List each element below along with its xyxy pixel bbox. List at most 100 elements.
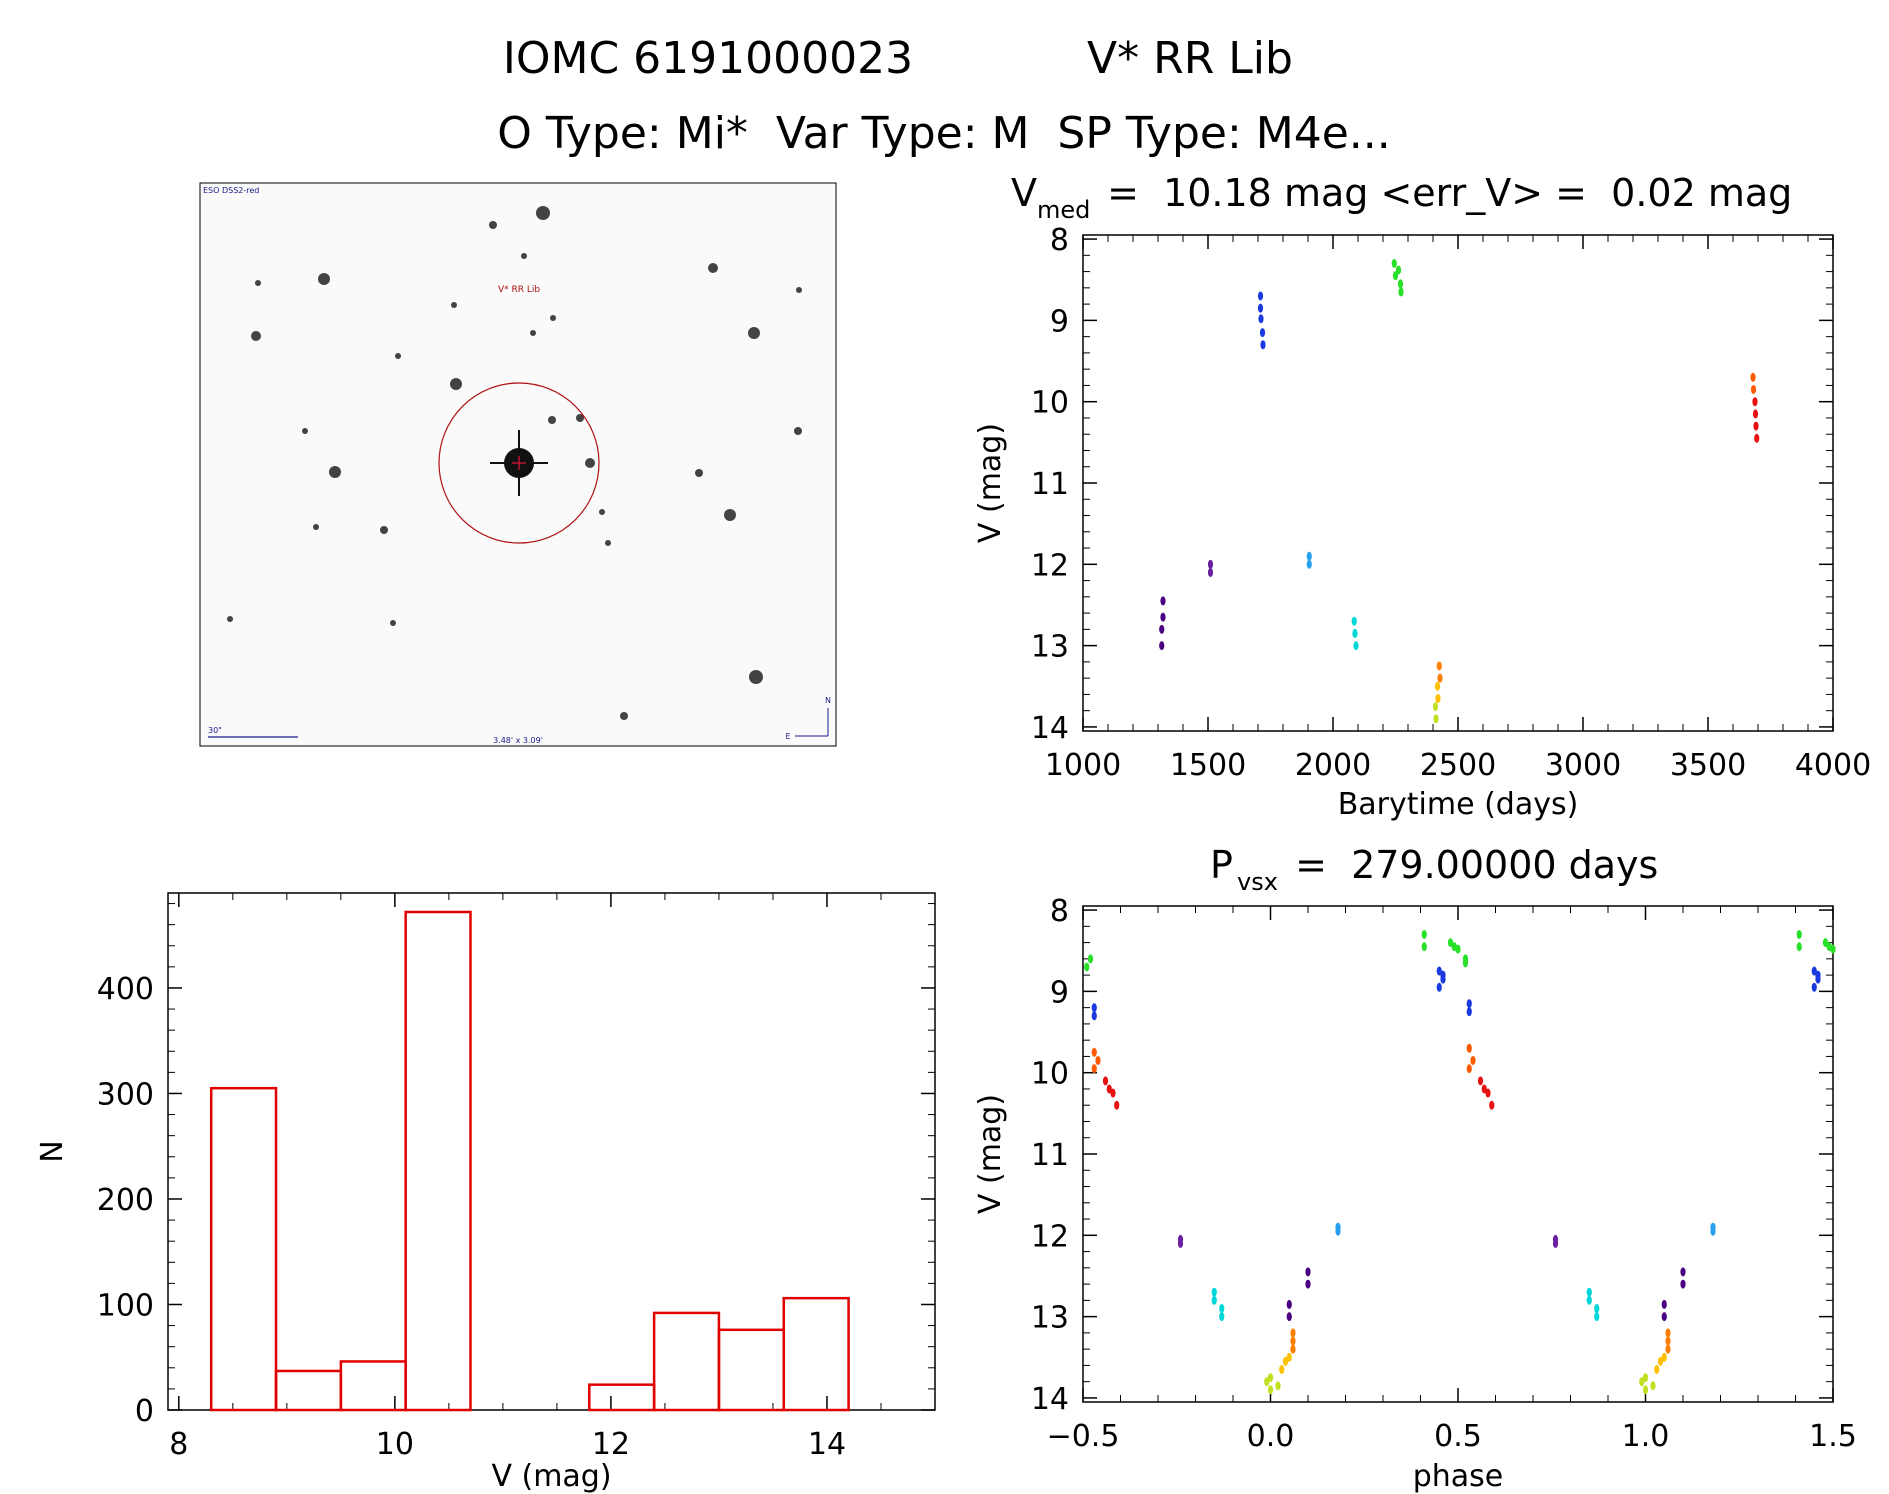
data-point [1586, 1295, 1592, 1305]
finder-stars [227, 206, 802, 720]
field-star [318, 273, 330, 285]
field-star [390, 620, 396, 626]
y-tick-label: 9 [1050, 304, 1069, 339]
data-point [1661, 1299, 1667, 1309]
data-point [1391, 258, 1397, 268]
y-tick-label: 13 [1031, 1301, 1069, 1336]
field-star [605, 540, 611, 546]
field-star [395, 353, 401, 359]
data-point [1286, 1312, 1292, 1322]
x-tick-label: 14 [808, 1427, 846, 1462]
y-tick-label: 11 [1031, 1138, 1069, 1173]
field-star [576, 414, 584, 422]
y-tick-label: 200 [97, 1183, 154, 1218]
x-tick-label: 1.0 [1622, 1419, 1670, 1454]
field-star [302, 428, 308, 434]
data-point [1160, 612, 1166, 622]
data-point [1752, 397, 1758, 407]
data-point [1305, 1279, 1311, 1289]
data-point [1219, 1312, 1225, 1322]
y-tick-label: 12 [1031, 548, 1069, 583]
histogram-bar [339, 1360, 407, 1412]
field-star [749, 670, 763, 684]
field-star [380, 526, 388, 534]
y-tick-label: 400 [97, 972, 154, 1007]
y-tick-label: 300 [97, 1077, 154, 1112]
x-tick-label: 8 [169, 1427, 188, 1462]
field-star [530, 330, 536, 336]
data-point [1432, 702, 1439, 712]
y-axis-label: V (mag) [973, 423, 1008, 543]
data-point [1440, 974, 1446, 984]
data-point [1650, 1381, 1656, 1391]
field-star [724, 509, 736, 521]
data-point [1286, 1299, 1292, 1309]
data-point [1290, 1328, 1296, 1338]
header-types: O Type: Mi* Var Type: M SP Type: M4e... [497, 108, 1391, 159]
data-point [1477, 1076, 1484, 1086]
data-point [1433, 714, 1439, 724]
data-point [1642, 1373, 1649, 1383]
data-point [1642, 1385, 1649, 1395]
field-star [796, 287, 802, 293]
field-star [599, 509, 605, 515]
y-tick-label: 0 [135, 1394, 154, 1429]
field-star [450, 378, 462, 390]
y-tick-label: 8 [1050, 223, 1069, 258]
data-point [1811, 966, 1817, 976]
data-point [1091, 1003, 1097, 1013]
data-point [1257, 291, 1264, 301]
x-tick-label: 3000 [1545, 748, 1621, 783]
data-point [1114, 1100, 1120, 1110]
x-tick-label: 3500 [1670, 748, 1746, 783]
data-point [1279, 1364, 1285, 1374]
data-point [1436, 982, 1442, 992]
data-point [1084, 962, 1090, 972]
data-point [1710, 1226, 1716, 1236]
data-point [1207, 559, 1214, 569]
data-point [1436, 966, 1442, 976]
data-point [1481, 1084, 1487, 1094]
x-tick-label: −0.5 [1047, 1419, 1120, 1454]
data-point [1258, 314, 1264, 324]
y-tick-label: 14 [1031, 711, 1069, 746]
data-point [1796, 929, 1802, 939]
field-star [585, 458, 595, 468]
svg-text:N: N [825, 696, 831, 705]
x-tick-label: 1000 [1045, 748, 1121, 783]
data-point [1830, 944, 1836, 954]
histogram-plot: 8 10 12 14 0 100 200 300 400 V (mag) N [35, 892, 936, 1494]
phased-title-main: P [1210, 843, 1233, 887]
data-point [1594, 1303, 1600, 1313]
svg-text:E: E [785, 732, 790, 741]
x-tick-label: 12 [592, 1427, 630, 1462]
data-point [1305, 1267, 1311, 1277]
data-point [1750, 372, 1756, 382]
header-object-id: IOMC 6191000023 [503, 33, 913, 84]
data-point [1594, 1312, 1600, 1322]
data-point [1306, 559, 1312, 569]
data-point [1447, 938, 1454, 948]
lightcurve-title-main: V [1011, 171, 1037, 215]
data-point [1470, 1055, 1476, 1065]
data-point [1159, 641, 1165, 651]
data-point [1661, 1312, 1667, 1322]
plot-frame [167, 892, 936, 1411]
field-star [313, 524, 319, 530]
data-point [1434, 681, 1441, 691]
data-point [1398, 287, 1404, 297]
data-point [1489, 1100, 1495, 1110]
data-point [1275, 1381, 1281, 1391]
data-point [1815, 974, 1821, 984]
data-point [1552, 1238, 1559, 1248]
phased-plot: −0.5 0.0 0.5 1.0 1.5 8 9 10 11 12 13 14 phase V (mag) [973, 894, 1857, 1494]
data-point [1267, 1373, 1274, 1383]
header-star-name: V* RR Lib [1087, 33, 1293, 84]
target-label: V* RR Lib [498, 285, 540, 295]
data-point [1397, 279, 1404, 289]
field-star [227, 616, 233, 622]
x-tick-label: 1.5 [1809, 1419, 1857, 1454]
data-point [1110, 1088, 1116, 1098]
histogram-bar [717, 1328, 786, 1412]
data-point [1211, 1287, 1217, 1297]
